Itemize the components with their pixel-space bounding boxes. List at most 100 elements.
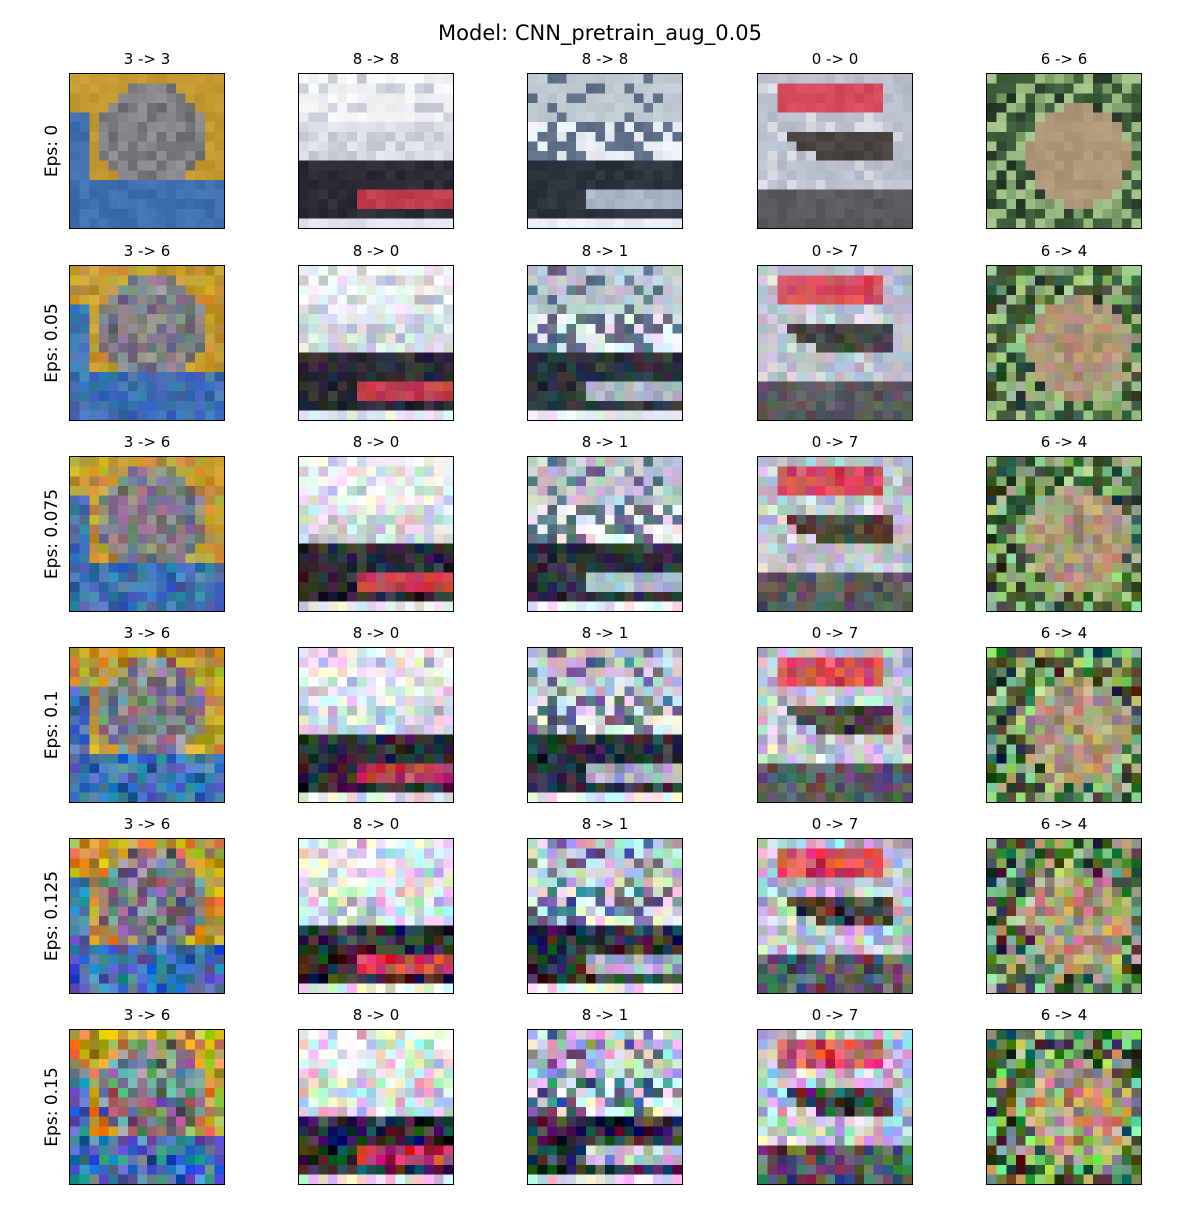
pixel <box>787 773 797 783</box>
pixel <box>576 382 586 392</box>
pixel <box>1035 563 1045 573</box>
pixel <box>328 553 338 563</box>
pixel <box>768 285 778 295</box>
pixel <box>405 74 415 84</box>
pixel <box>797 103 807 113</box>
pixel <box>186 180 196 190</box>
pixel <box>157 285 167 295</box>
pixel <box>787 391 797 401</box>
pixel <box>214 314 224 324</box>
pixel <box>797 343 807 353</box>
pixel <box>1093 467 1103 477</box>
pixel <box>299 266 309 276</box>
pixel <box>386 476 396 486</box>
pixel <box>1035 372 1045 382</box>
pixel <box>118 209 128 219</box>
pixel <box>338 353 348 363</box>
pixel <box>309 84 319 94</box>
pixel <box>538 592 548 602</box>
pixel <box>663 353 673 363</box>
pixel <box>366 773 376 783</box>
pixel <box>357 161 367 171</box>
pixel <box>318 295 328 305</box>
pixel <box>1045 496 1055 506</box>
pixel <box>902 744 912 754</box>
pixel <box>205 486 215 496</box>
pixel <box>557 113 567 123</box>
pixel <box>987 372 997 382</box>
pixel <box>634 141 644 151</box>
pixel <box>309 735 319 745</box>
pixel <box>309 266 319 276</box>
pixel <box>874 582 884 592</box>
pixel <box>777 276 787 286</box>
pixel <box>797 151 807 161</box>
pixel <box>186 715 196 725</box>
pixel <box>1064 324 1074 334</box>
pixel <box>128 667 138 677</box>
pixel <box>1131 324 1141 334</box>
pixel <box>653 93 663 103</box>
pixel <box>205 218 215 228</box>
pixel <box>653 792 663 802</box>
pixel <box>443 658 453 668</box>
pixel <box>902 687 912 697</box>
pixel <box>1054 180 1064 190</box>
pixel <box>80 505 90 515</box>
pixel <box>157 151 167 161</box>
pixel <box>299 505 309 515</box>
pixel <box>586 744 596 754</box>
pixel <box>893 218 903 228</box>
pixel <box>586 687 596 697</box>
pixel <box>1083 410 1093 420</box>
pixel <box>1122 151 1132 161</box>
pixel <box>376 343 386 353</box>
pixel <box>576 457 586 467</box>
pixel <box>672 573 682 583</box>
pixel <box>176 113 186 123</box>
pixel <box>835 151 845 161</box>
pixel <box>615 744 625 754</box>
pixel <box>366 648 376 658</box>
pixel <box>987 276 997 286</box>
pixel <box>338 467 348 477</box>
pixel <box>538 410 548 420</box>
pixel <box>845 103 855 113</box>
pixel <box>987 295 997 305</box>
pixel <box>99 515 109 525</box>
pixel <box>347 592 357 602</box>
pixel <box>1035 209 1045 219</box>
pixel <box>1103 601 1113 611</box>
pixel <box>787 667 797 677</box>
pixel <box>854 524 864 534</box>
pixel <box>99 764 109 774</box>
pixel <box>118 343 128 353</box>
pixel <box>835 467 845 477</box>
pixel <box>987 486 997 496</box>
pixel <box>893 141 903 151</box>
pixel <box>376 735 386 745</box>
pixel <box>424 113 434 123</box>
pixel <box>605 314 615 324</box>
pixel <box>538 677 548 687</box>
pixel <box>845 170 855 180</box>
pixel <box>864 496 874 506</box>
pixel <box>1074 658 1084 668</box>
pixel <box>874 285 884 295</box>
pixel <box>777 783 787 793</box>
pixel <box>768 534 778 544</box>
pixel <box>806 132 816 142</box>
pixel <box>1093 314 1103 324</box>
pixel <box>186 285 196 295</box>
pixel <box>89 410 99 420</box>
pixel <box>415 783 425 793</box>
pixel <box>605 333 615 343</box>
pixel <box>118 324 128 334</box>
pixel <box>405 218 415 228</box>
pixel <box>328 382 338 392</box>
pixel <box>166 486 176 496</box>
pixel <box>376 113 386 123</box>
pixel <box>166 343 176 353</box>
pixel <box>1064 524 1074 534</box>
pixel <box>1131 103 1141 113</box>
